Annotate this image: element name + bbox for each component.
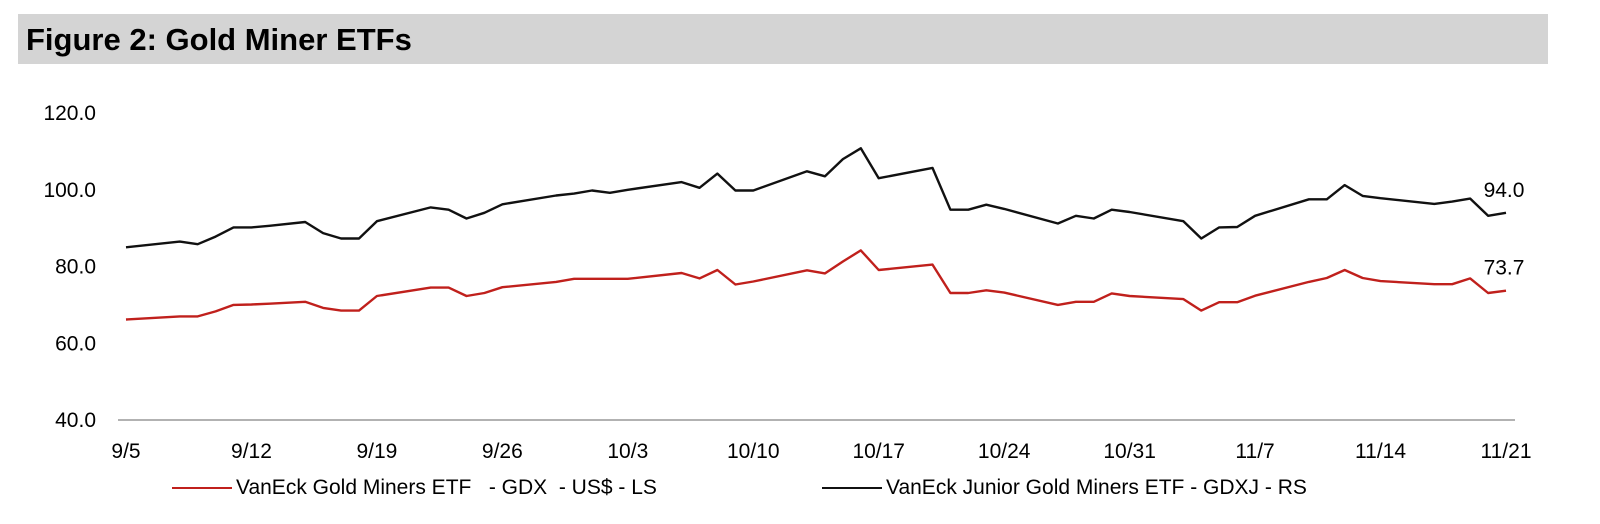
- x-tick-label: 9/5: [111, 440, 140, 463]
- line-chart: 40.0 60.0 80.0 100.0 120.0 9/5 9/12 9/19 9/26 10…: [43, 102, 1531, 463]
- y-tick-label: 40.0: [55, 409, 96, 432]
- legend-label-gdxj: VanEck Junior Gold Miners ETF - GDXJ - R…: [886, 476, 1307, 499]
- y-axis: 40.0 60.0 80.0 100.0 120.0: [43, 102, 96, 432]
- x-tick-label: 10/31: [1103, 440, 1156, 463]
- x-tick-label: 10/24: [978, 440, 1031, 463]
- series-line-gdxj: [125, 147, 1507, 249]
- end-label-gdxj: 94.0: [1484, 179, 1525, 202]
- series-line-gdx: [125, 249, 1507, 321]
- y-tick-label: 60.0: [55, 332, 96, 355]
- legend-swatch-gdx: [172, 487, 232, 489]
- y-tick-label: 100.0: [43, 179, 96, 202]
- x-tick-label: 10/17: [852, 440, 905, 463]
- x-tick-label: 11/14: [1355, 440, 1406, 463]
- end-labels: 73.7 94.0: [1484, 179, 1525, 280]
- x-tick-label: 9/26: [482, 440, 523, 463]
- figure-title-bar: Figure 2: Gold Miner ETFs: [18, 14, 1548, 64]
- x-tick-label: 9/19: [356, 440, 397, 463]
- x-tick-label: 10/3: [607, 440, 648, 463]
- series-group: [125, 147, 1507, 321]
- y-tick-label: 80.0: [55, 256, 96, 279]
- legend-item-gdxj: VanEck Junior Gold Miners ETF - GDXJ - R…: [822, 476, 1307, 500]
- legend-label-gdx: VanEck Gold Miners ETF - GDX - US$ - LS: [236, 476, 657, 499]
- x-tick-label: 9/12: [231, 440, 272, 463]
- y-tick-label: 120.0: [43, 102, 96, 125]
- x-axis: 9/5 9/12 9/19 9/26 10/3 10/10 10/17 10/24 10/31 1…: [111, 440, 1531, 463]
- x-tick-label: 10/10: [727, 440, 780, 463]
- x-tick-label: 11/21: [1481, 440, 1532, 463]
- figure-title: Figure 2: Gold Miner ETFs: [26, 22, 412, 57]
- legend-swatch-gdxj: [822, 487, 882, 489]
- legend: VanEck Gold Miners ETF - GDX - US$ - LS …: [0, 476, 1600, 510]
- end-label-gdx: 73.7: [1484, 257, 1525, 280]
- x-tick-label: 11/7: [1235, 440, 1274, 463]
- legend-item-gdx: VanEck Gold Miners ETF - GDX - US$ - LS: [172, 476, 657, 500]
